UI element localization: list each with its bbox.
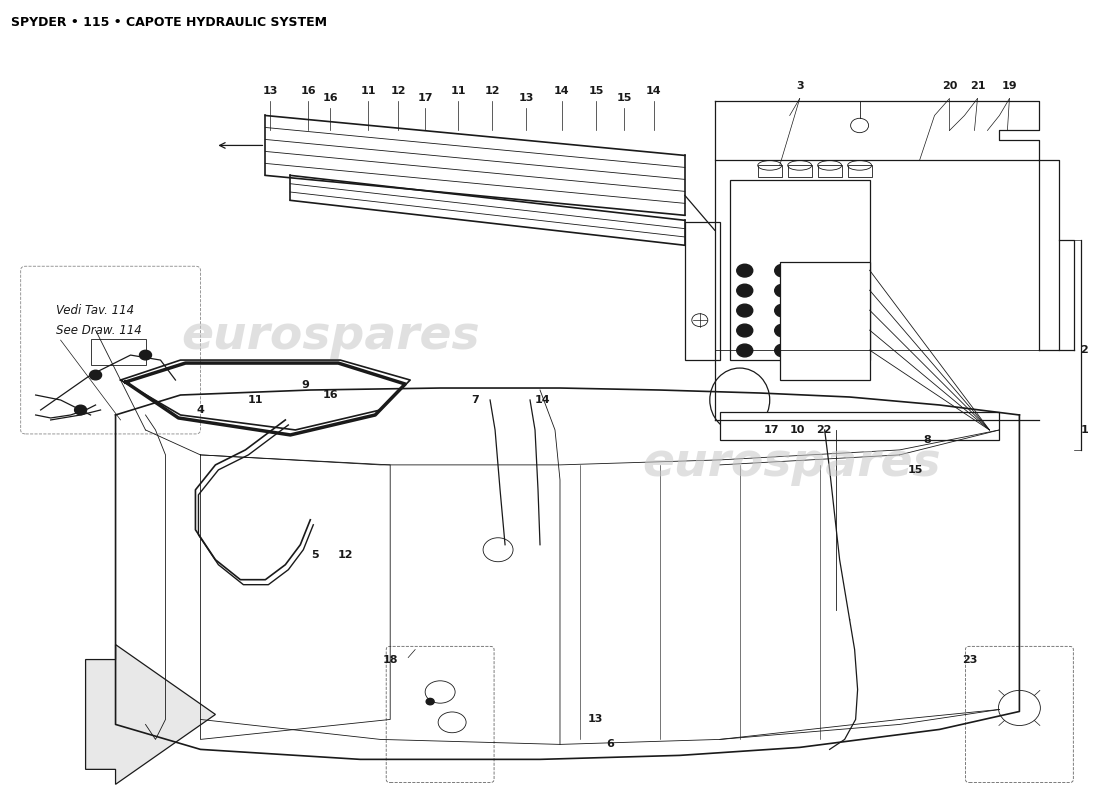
Text: 5: 5 — [311, 550, 319, 560]
Circle shape — [813, 344, 828, 357]
Circle shape — [737, 344, 752, 357]
Text: 8: 8 — [924, 435, 932, 445]
Text: See Draw. 114: See Draw. 114 — [56, 324, 142, 337]
FancyBboxPatch shape — [848, 166, 871, 178]
FancyBboxPatch shape — [817, 166, 842, 178]
Text: 11: 11 — [248, 395, 263, 405]
Polygon shape — [86, 645, 216, 784]
Text: 14: 14 — [535, 395, 550, 405]
Text: 15: 15 — [908, 465, 923, 475]
Text: 11: 11 — [361, 86, 376, 95]
Text: 7: 7 — [471, 395, 478, 405]
Text: 17: 17 — [764, 425, 780, 435]
Text: eurospares: eurospares — [642, 442, 940, 486]
Circle shape — [75, 405, 87, 414]
Text: 16: 16 — [322, 93, 338, 102]
Text: 21: 21 — [970, 81, 986, 90]
Circle shape — [774, 304, 791, 317]
Text: 3: 3 — [796, 81, 803, 90]
Text: 17: 17 — [417, 93, 433, 102]
Circle shape — [774, 264, 791, 277]
Circle shape — [737, 264, 752, 277]
Text: 18: 18 — [383, 654, 398, 665]
Text: 23: 23 — [961, 654, 977, 665]
Circle shape — [737, 324, 752, 337]
FancyBboxPatch shape — [685, 222, 719, 360]
Text: 13: 13 — [263, 86, 278, 95]
Text: Vedi Tav. 114: Vedi Tav. 114 — [56, 304, 134, 317]
Text: 11: 11 — [450, 86, 466, 95]
FancyBboxPatch shape — [719, 412, 1000, 440]
Text: 9: 9 — [301, 380, 309, 390]
Circle shape — [89, 370, 101, 380]
FancyBboxPatch shape — [21, 266, 200, 434]
Text: 12: 12 — [338, 550, 353, 560]
Text: 4: 4 — [197, 405, 205, 415]
Text: 19: 19 — [1002, 81, 1018, 90]
Circle shape — [737, 304, 752, 317]
Text: 12: 12 — [390, 86, 406, 95]
Text: SPYDER • 115 • CAPOTE HYDRAULIC SYSTEM: SPYDER • 115 • CAPOTE HYDRAULIC SYSTEM — [11, 16, 327, 29]
Circle shape — [813, 284, 828, 297]
Text: 22: 22 — [816, 425, 832, 435]
FancyBboxPatch shape — [966, 646, 1074, 782]
FancyBboxPatch shape — [729, 180, 870, 360]
Text: 13: 13 — [518, 93, 534, 102]
Circle shape — [426, 698, 434, 705]
Circle shape — [774, 284, 791, 297]
Text: 6: 6 — [606, 739, 614, 750]
Text: 16: 16 — [322, 390, 338, 400]
Circle shape — [774, 324, 791, 337]
Text: 15: 15 — [616, 93, 631, 102]
Text: 12: 12 — [484, 86, 499, 95]
Text: 10: 10 — [790, 425, 805, 435]
FancyBboxPatch shape — [788, 166, 812, 178]
Text: 15: 15 — [588, 86, 604, 95]
Circle shape — [140, 350, 152, 360]
Text: 20: 20 — [942, 81, 957, 90]
Text: 16: 16 — [300, 86, 316, 95]
FancyBboxPatch shape — [90, 338, 145, 365]
Text: 14: 14 — [646, 86, 662, 95]
Text: 2: 2 — [1080, 345, 1088, 355]
Text: 13: 13 — [587, 714, 603, 725]
FancyBboxPatch shape — [386, 646, 494, 782]
Circle shape — [737, 284, 752, 297]
FancyBboxPatch shape — [758, 166, 782, 178]
Circle shape — [813, 304, 828, 317]
Circle shape — [774, 344, 791, 357]
Text: 14: 14 — [554, 86, 570, 95]
Circle shape — [813, 324, 828, 337]
Text: eurospares: eurospares — [182, 314, 480, 358]
FancyBboxPatch shape — [780, 262, 870, 380]
Text: 1: 1 — [1080, 425, 1088, 435]
Circle shape — [813, 264, 828, 277]
